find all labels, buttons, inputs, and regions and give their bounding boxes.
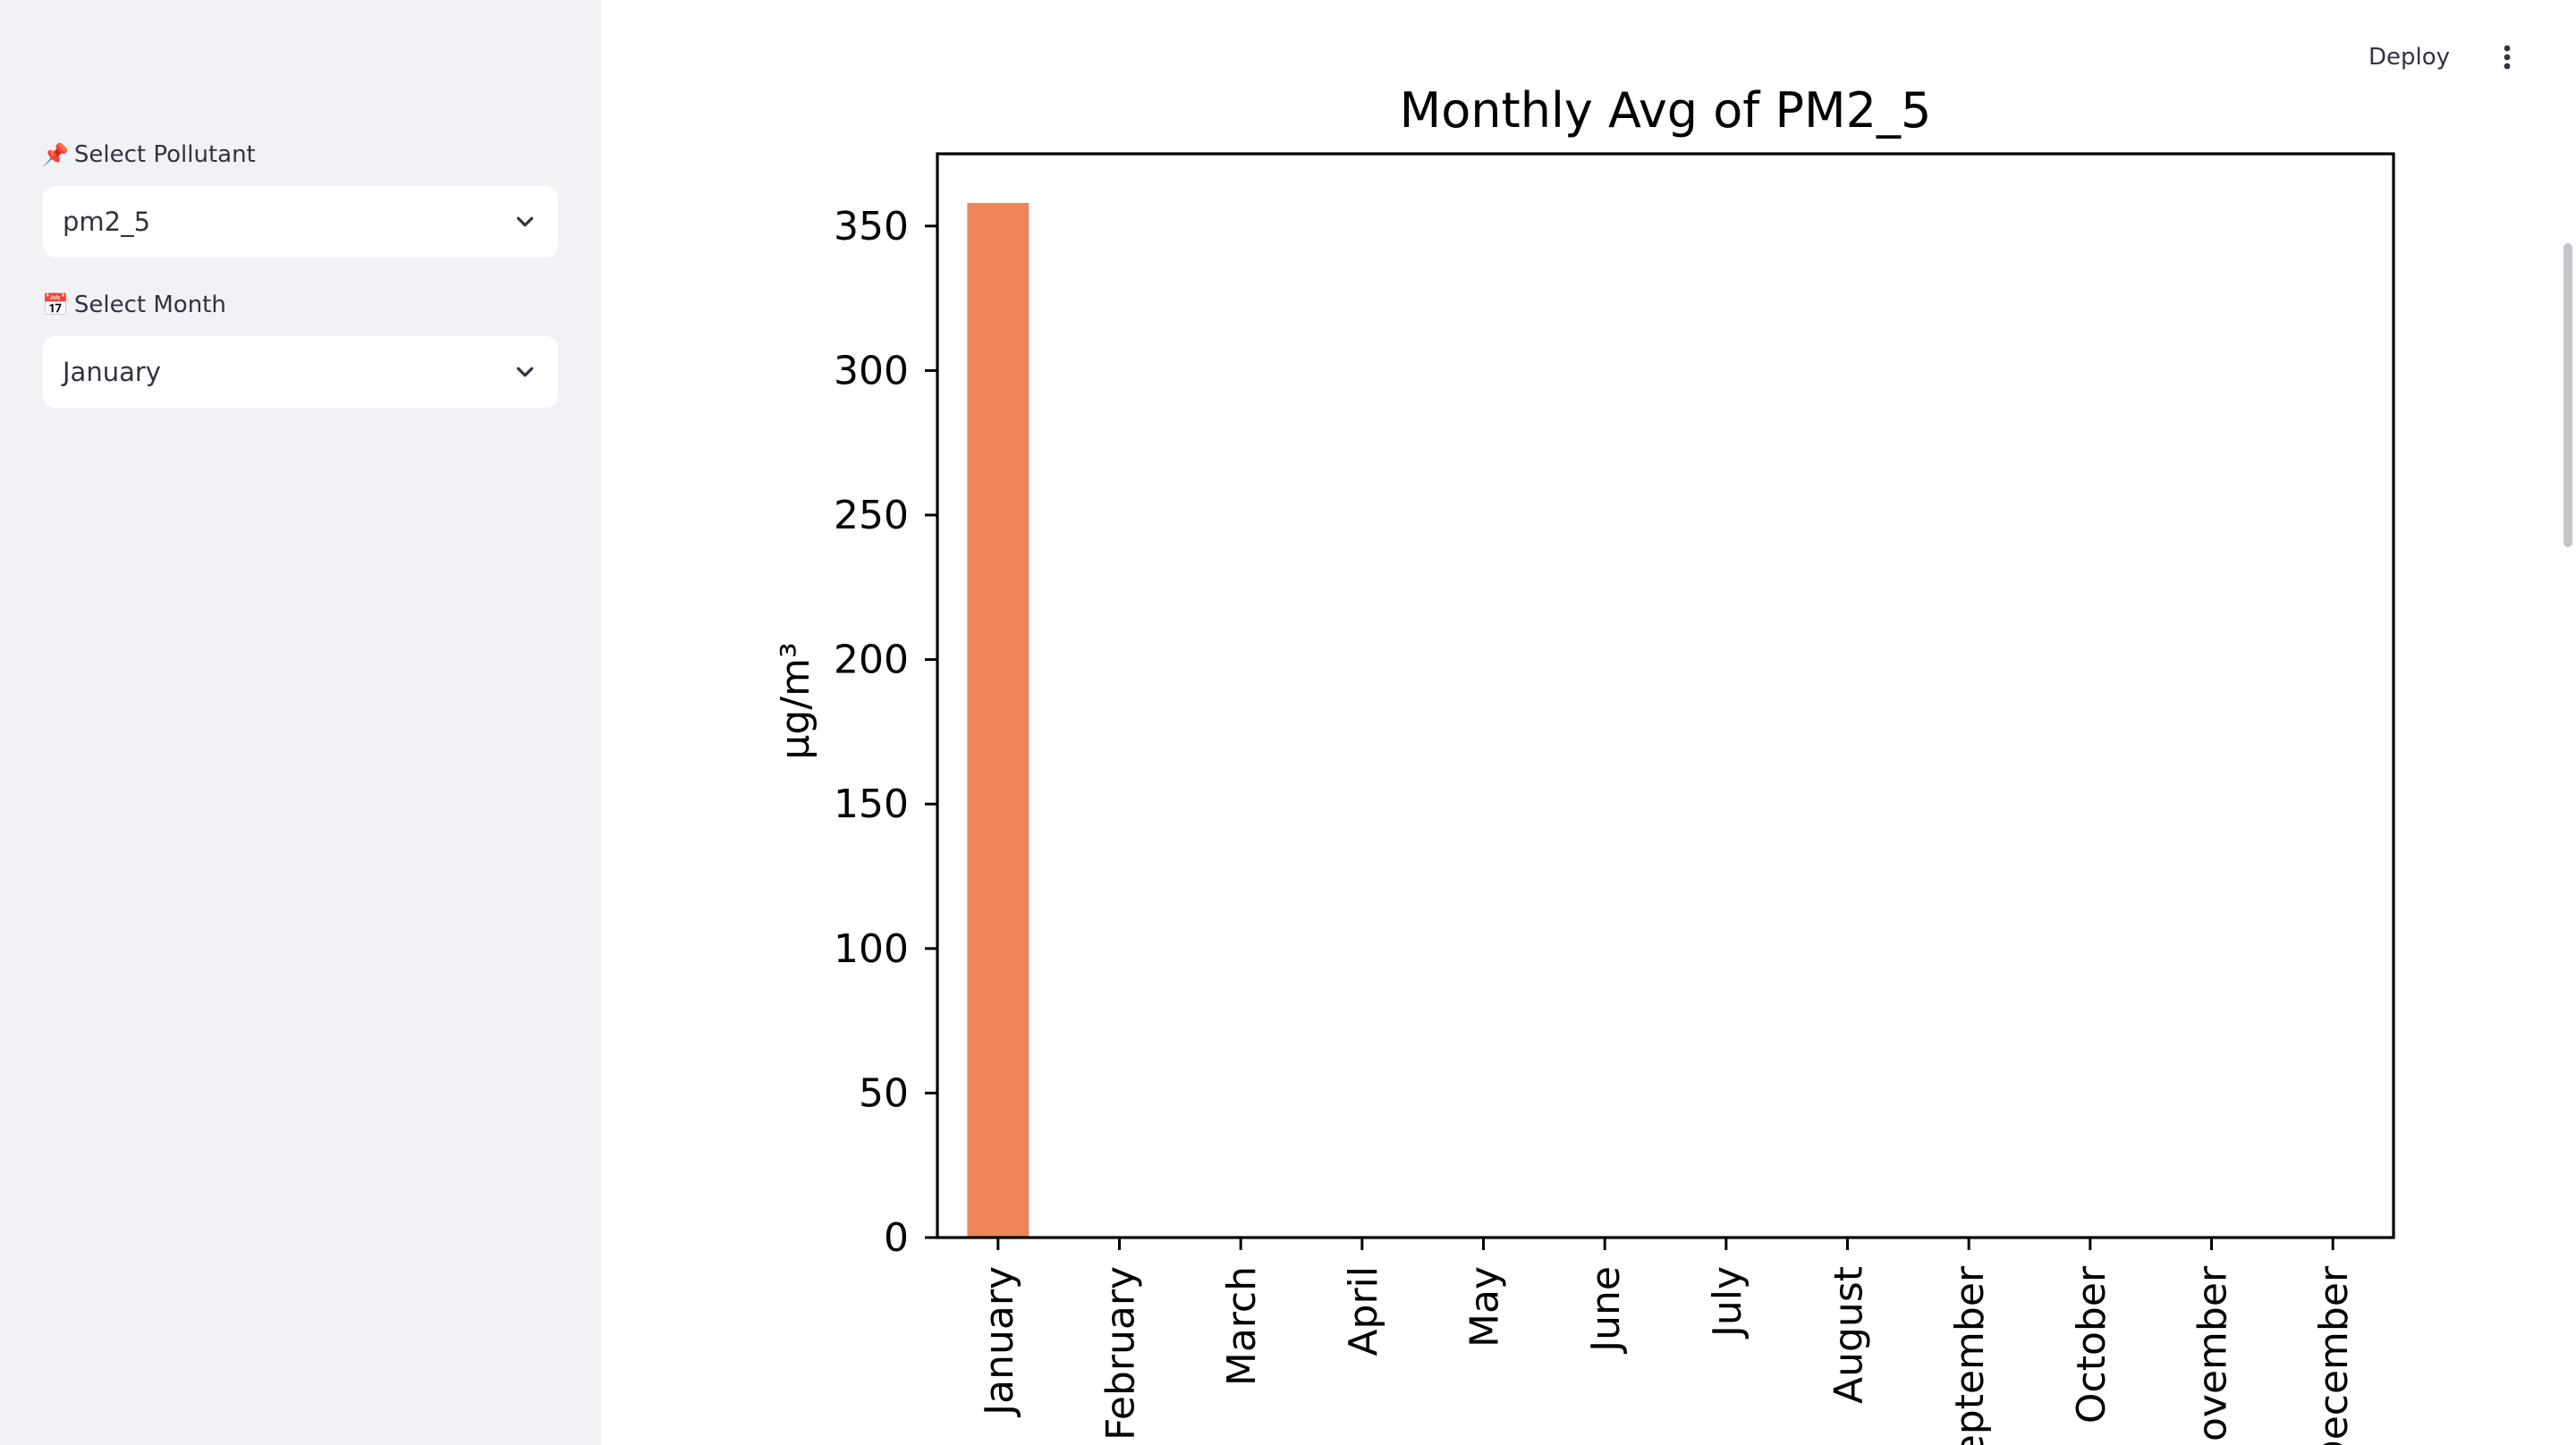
pollutant-select[interactable]: pm2_5 bbox=[43, 186, 558, 258]
month-select-value: January bbox=[63, 357, 161, 387]
x-tick-label: July bbox=[1705, 1266, 1750, 1339]
chevron-down-icon bbox=[516, 367, 534, 377]
deploy-button[interactable]: Deploy bbox=[2368, 44, 2451, 71]
month-label: 📅 Select Month bbox=[42, 292, 226, 318]
pollutant-label: 📌 Select Pollutant bbox=[42, 141, 256, 168]
y-tick-label: 0 bbox=[884, 1215, 909, 1261]
x-tick-label: April bbox=[1341, 1266, 1386, 1356]
y-tick-label: 250 bbox=[834, 493, 909, 538]
y-tick-label: 200 bbox=[834, 638, 909, 683]
main-area bbox=[601, 0, 2576, 1445]
y-tick-label: 100 bbox=[834, 926, 909, 972]
plot-frame bbox=[936, 152, 2395, 1239]
vertical-dots-icon[interactable] bbox=[2494, 39, 2521, 75]
y-tick-label: 50 bbox=[859, 1070, 909, 1116]
pollutant-select-value: pm2_5 bbox=[63, 207, 151, 237]
month-label-text: Select Month bbox=[73, 292, 226, 318]
x-tick-label: August bbox=[1826, 1266, 1872, 1404]
pushpin-icon: 📌 bbox=[42, 142, 69, 167]
x-tick-label: June bbox=[1583, 1266, 1629, 1355]
chevron-down-icon bbox=[516, 216, 534, 227]
scrollbar[interactable] bbox=[2563, 243, 2572, 547]
y-tick-label: 150 bbox=[834, 782, 909, 827]
month-select[interactable]: January bbox=[43, 336, 558, 408]
y-tick-label: 300 bbox=[834, 348, 909, 393]
x-tick-label: November bbox=[2190, 1265, 2236, 1445]
y-tick-label: 350 bbox=[834, 204, 909, 249]
y-axis-label: µg/m³ bbox=[773, 642, 818, 759]
x-tick-label: September bbox=[1947, 1265, 1993, 1445]
bar-january bbox=[967, 202, 1030, 1238]
sidebar: 📌 Select Pollutant pm2_5 📅 Select Month … bbox=[0, 0, 601, 1445]
x-tick-label: February bbox=[1098, 1266, 1144, 1441]
chart-title: Monthly Avg of PM2_5 bbox=[1400, 82, 1932, 139]
x-tick-label: October bbox=[2069, 1265, 2114, 1424]
x-tick-label: March bbox=[1219, 1266, 1265, 1386]
pollutant-label-text: Select Pollutant bbox=[73, 141, 256, 168]
x-tick-label: December bbox=[2311, 1265, 2357, 1445]
x-tick-label: May bbox=[1462, 1266, 1508, 1348]
calendar-icon: 📅 bbox=[42, 292, 69, 317]
x-tick-label: January bbox=[977, 1266, 1022, 1418]
